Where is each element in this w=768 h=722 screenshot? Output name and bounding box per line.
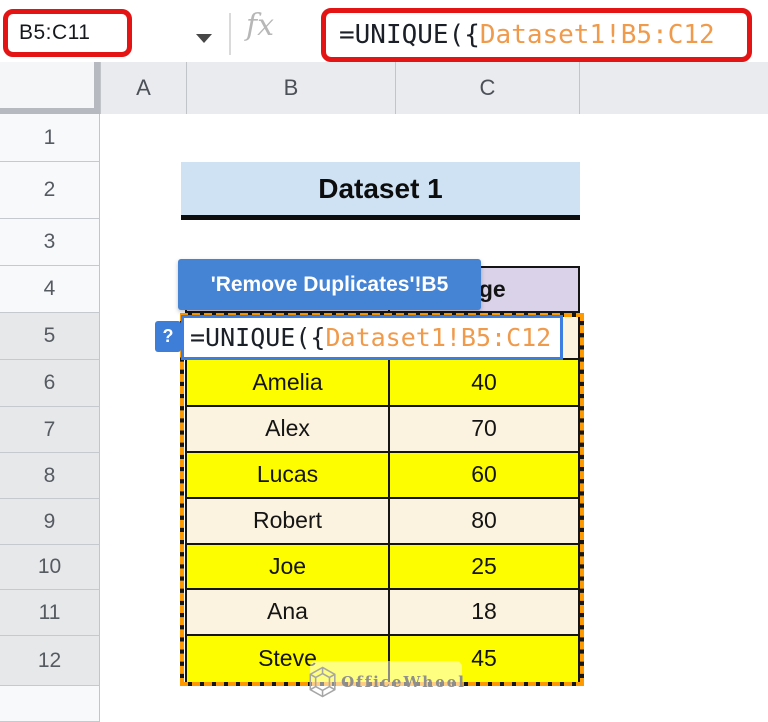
editor-text-reference: Dataset1!B5:C12 (325, 323, 552, 352)
name-box[interactable]: B5:C11 (3, 9, 132, 57)
formula-toolbar: B5:C11 fx =UNIQUE({Dataset1!B5:C12 (0, 0, 768, 62)
row-header-12[interactable]: 12 (0, 636, 100, 686)
table-row: Amelia 40 (187, 359, 578, 407)
dataset-title-cell[interactable]: Dataset 1 (181, 162, 580, 220)
cell-c12[interactable]: 45 (390, 635, 578, 682)
row-header-6[interactable]: 6 (0, 360, 100, 407)
cell-b11[interactable]: Ana (187, 589, 390, 634)
table-row: Ana 18 (187, 589, 578, 636)
cell-b10[interactable]: Joe (187, 544, 390, 588)
row-header-8[interactable]: 8 (0, 453, 100, 499)
cell-reference-tooltip: 'Remove Duplicates'!B5 (178, 259, 481, 310)
cell-editor-input[interactable]: =UNIQUE({Dataset1!B5:C12 (181, 315, 563, 360)
formula-input[interactable]: =UNIQUE({Dataset1!B5:C12 (321, 8, 752, 62)
column-header-c[interactable]: C (395, 62, 579, 114)
fx-icon: fx (246, 8, 275, 43)
row-header-blank[interactable] (0, 686, 100, 722)
table-row: Joe 25 (187, 544, 578, 590)
editor-text-prefix: =UNIQUE({ (190, 323, 326, 352)
select-all-corner[interactable] (0, 62, 100, 114)
cell-b6[interactable]: Amelia (187, 359, 390, 405)
row-header-11[interactable]: 11 (0, 590, 100, 636)
column-header-blank[interactable] (579, 62, 768, 114)
row-header-4[interactable]: 4 (0, 266, 100, 313)
row-header-9[interactable]: 9 (0, 499, 100, 545)
cell-b9[interactable]: Robert (187, 498, 390, 543)
cell-c8[interactable]: 60 (390, 452, 578, 497)
cell-c6[interactable]: 40 (390, 359, 578, 405)
cell-b12[interactable]: Steve (187, 635, 390, 682)
cell-c11[interactable]: 18 (390, 589, 578, 634)
formula-help-glyph: ? (162, 326, 174, 346)
cell-b7[interactable]: Alex (187, 406, 390, 451)
row-header-5[interactable]: 5 (0, 313, 100, 360)
cell-c7[interactable]: 70 (390, 406, 578, 451)
dataset-title-label: Dataset 1 (318, 172, 443, 204)
toolbar-divider (229, 13, 231, 55)
column-header-a[interactable]: A (100, 62, 186, 114)
cell-b8[interactable]: Lucas (187, 452, 390, 497)
row-header-10[interactable]: 10 (0, 545, 100, 590)
row-header-7[interactable]: 7 (0, 407, 100, 453)
tooltip-label: 'Remove Duplicates'!B5 (210, 272, 449, 296)
formula-text-reference: Dataset1!B5:C12 (479, 20, 715, 50)
table-row: Robert 80 (187, 498, 578, 545)
name-box-dropdown-icon[interactable] (196, 34, 212, 43)
table-row: Steve 45 (187, 635, 578, 682)
cell-c10[interactable]: 25 (390, 544, 578, 588)
formula-text-prefix: =UNIQUE({ (339, 20, 480, 50)
table-row: Alex 70 (187, 406, 578, 453)
row-header-2[interactable]: 2 (0, 162, 100, 219)
column-header-b[interactable]: B (186, 62, 395, 114)
formula-help-icon[interactable]: ? (155, 321, 181, 352)
table-row: Lucas 60 (187, 452, 578, 499)
row-header-3[interactable]: 3 (0, 219, 100, 266)
name-box-value: B5:C11 (19, 21, 91, 44)
row-header-1[interactable]: 1 (0, 114, 100, 162)
cell-c9[interactable]: 80 (390, 498, 578, 543)
